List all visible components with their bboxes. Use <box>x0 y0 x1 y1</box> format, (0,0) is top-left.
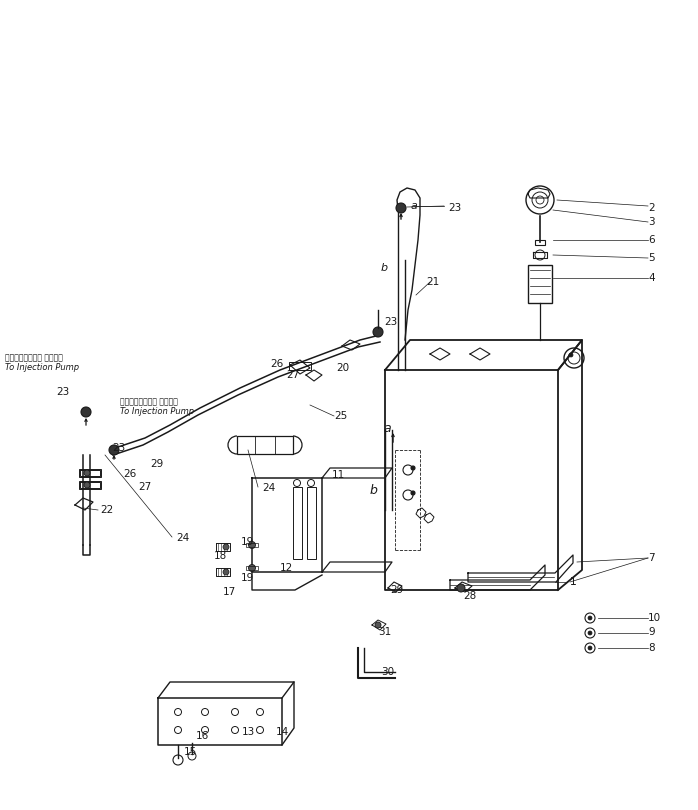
Circle shape <box>81 407 91 417</box>
Text: 23: 23 <box>56 387 69 397</box>
Circle shape <box>109 445 119 455</box>
Text: 13: 13 <box>242 727 255 737</box>
Text: 9: 9 <box>648 627 655 637</box>
Text: インジェクション ポンプへ: インジェクション ポンプへ <box>5 353 63 363</box>
Circle shape <box>588 646 592 650</box>
Text: インジェクション ポンプへ: インジェクション ポンプへ <box>120 398 178 407</box>
Circle shape <box>223 569 229 575</box>
Text: 24: 24 <box>262 483 275 493</box>
Text: 24: 24 <box>176 533 189 543</box>
Circle shape <box>411 466 415 470</box>
Text: 23: 23 <box>112 443 125 453</box>
Circle shape <box>396 203 406 213</box>
Text: 1: 1 <box>570 577 577 587</box>
Circle shape <box>588 616 592 620</box>
Text: To Injection Pump: To Injection Pump <box>120 407 194 416</box>
Text: 19: 19 <box>241 573 254 583</box>
Circle shape <box>373 327 383 337</box>
Bar <box>293 487 302 559</box>
Text: a: a <box>383 421 391 434</box>
Text: 27: 27 <box>138 482 151 492</box>
Text: 12: 12 <box>280 563 293 573</box>
Circle shape <box>84 482 90 488</box>
Bar <box>246 543 258 547</box>
Text: 15: 15 <box>184 747 198 757</box>
Bar <box>535 240 545 245</box>
Text: 22: 22 <box>100 505 113 515</box>
Text: 23: 23 <box>384 317 397 327</box>
Text: 3: 3 <box>648 217 655 227</box>
Circle shape <box>375 622 381 628</box>
Text: To Injection Pump: To Injection Pump <box>5 364 79 373</box>
Text: 23: 23 <box>448 203 461 213</box>
Text: a: a <box>411 201 418 211</box>
Text: 25: 25 <box>334 411 347 421</box>
Bar <box>528 265 552 303</box>
Text: 17: 17 <box>223 587 236 597</box>
Text: 30: 30 <box>381 667 394 677</box>
Bar <box>79 481 101 489</box>
Text: b: b <box>381 263 388 273</box>
Bar <box>79 469 101 477</box>
Text: 18: 18 <box>214 551 228 561</box>
Text: b: b <box>369 484 377 497</box>
Circle shape <box>457 584 465 592</box>
Text: 2: 2 <box>648 203 655 213</box>
Text: 31: 31 <box>378 627 392 637</box>
Text: 8: 8 <box>648 643 655 653</box>
Text: 11: 11 <box>332 470 346 480</box>
Text: 14: 14 <box>276 727 289 737</box>
Text: 21: 21 <box>426 277 439 287</box>
Circle shape <box>84 470 90 476</box>
Circle shape <box>588 631 592 635</box>
Text: 6: 6 <box>648 235 655 245</box>
Text: 28: 28 <box>463 591 476 601</box>
Text: 5: 5 <box>648 253 655 263</box>
Text: 16: 16 <box>196 731 209 741</box>
Bar <box>289 362 311 370</box>
Text: 20: 20 <box>336 363 349 373</box>
Circle shape <box>248 565 255 572</box>
Text: 7: 7 <box>648 553 655 563</box>
Bar <box>237 436 293 454</box>
Text: 10: 10 <box>648 613 661 623</box>
Text: 29: 29 <box>150 459 163 469</box>
Text: 1: 1 <box>570 577 577 587</box>
Circle shape <box>569 353 573 357</box>
Circle shape <box>248 542 255 548</box>
Text: 26: 26 <box>123 469 136 479</box>
Bar <box>307 487 316 559</box>
Text: 26: 26 <box>270 359 283 369</box>
Text: 4: 4 <box>648 273 655 283</box>
Bar <box>246 566 258 570</box>
Text: 27: 27 <box>286 370 299 380</box>
Text: 19: 19 <box>241 537 254 547</box>
Text: 29: 29 <box>390 585 403 595</box>
Circle shape <box>411 491 415 495</box>
Circle shape <box>223 544 229 550</box>
